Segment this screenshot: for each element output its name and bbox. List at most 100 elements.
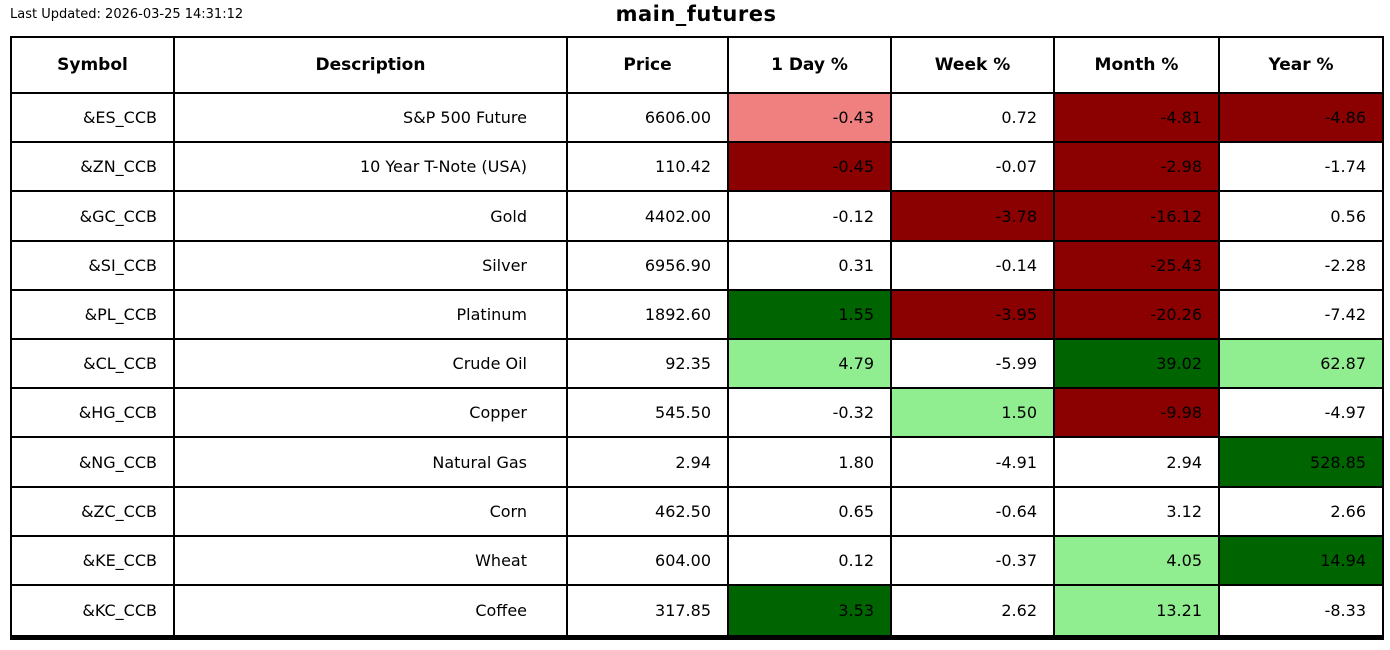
- year-pct-cell: 62.87: [1218, 338, 1384, 390]
- year-pct-cell: 14.94: [1218, 534, 1384, 587]
- year-pct-cell: -2.28: [1218, 239, 1384, 291]
- month-pct-cell: -9.98: [1053, 387, 1220, 439]
- description-cell: Corn: [173, 485, 568, 537]
- table-header: Symbol Description Price 1 Day % Week % …: [10, 36, 1384, 94]
- week-pct-cell: 2.62: [890, 584, 1055, 641]
- price-cell: 4402.00: [566, 190, 729, 242]
- 1day-pct-cell: -0.12: [727, 190, 892, 242]
- description-cell: Copper: [173, 387, 568, 439]
- 1day-pct-cell: -0.43: [727, 91, 892, 144]
- year-pct-cell: -7.42: [1218, 288, 1384, 341]
- table-row: &HG_CCB Copper 545.50 -0.32 1.50 -9.98 -4.97: [10, 387, 1384, 439]
- week-pct-cell: -3.78: [890, 190, 1055, 242]
- futures-table: Symbol Description Price 1 Day % Week % …: [10, 36, 1384, 641]
- price-cell: 604.00: [566, 534, 729, 587]
- symbol-cell: &ES_CCB: [10, 91, 175, 144]
- symbol-cell: &KC_CCB: [10, 584, 175, 641]
- 1day-pct-cell: -0.32: [727, 387, 892, 439]
- week-pct-cell: 1.50: [890, 387, 1055, 439]
- week-pct-cell: -4.91: [890, 436, 1055, 488]
- symbol-cell: &GC_CCB: [10, 190, 175, 242]
- table-row: &CL_CCB Crude Oil 92.35 4.79 -5.99 39.02 62.87: [10, 338, 1384, 390]
- header-row: Symbol Description Price 1 Day % Week % …: [10, 36, 1384, 94]
- table-row: &KE_CCB Wheat 604.00 0.12 -0.37 4.05 14.94: [10, 534, 1384, 587]
- 1day-pct-cell: 0.31: [727, 239, 892, 291]
- page-title: main_futures: [615, 2, 777, 26]
- month-pct-cell: -4.81: [1053, 91, 1220, 144]
- year-pct-cell: -4.97: [1218, 387, 1384, 439]
- month-pct-cell: 39.02: [1053, 338, 1220, 390]
- description-cell: Wheat: [173, 534, 568, 587]
- year-pct-cell: 2.66: [1218, 485, 1384, 537]
- week-pct-cell: 0.72: [890, 91, 1055, 144]
- price-cell: 2.94: [566, 436, 729, 488]
- week-pct-cell: -0.64: [890, 485, 1055, 537]
- table-row: &PL_CCB Platinum 1892.60 1.55 -3.95 -20.26 -7.…: [10, 288, 1384, 341]
- symbol-cell: &CL_CCB: [10, 338, 175, 390]
- price-cell: 462.50: [566, 485, 729, 537]
- year-pct-cell: 0.56: [1218, 190, 1384, 242]
- year-pct-cell: -1.74: [1218, 141, 1384, 193]
- month-pct-cell: -2.98: [1053, 141, 1220, 193]
- month-pct-cell: 13.21: [1053, 584, 1220, 641]
- price-cell: 6606.00: [566, 91, 729, 144]
- table-row: &NG_CCB Natural Gas 2.94 1.80 -4.91 2.94 528.8…: [10, 436, 1384, 488]
- symbol-cell: &SI_CCB: [10, 239, 175, 291]
- table-row: &GC_CCB Gold 4402.00 -0.12 -3.78 -16.12 0.56: [10, 190, 1384, 242]
- 1day-pct-cell: 4.79: [727, 338, 892, 390]
- 1day-pct-cell: -0.45: [727, 141, 892, 193]
- year-pct-cell: -8.33: [1218, 584, 1384, 641]
- week-pct-cell: -3.95: [890, 288, 1055, 341]
- table-row: &SI_CCB Silver 6956.90 0.31 -0.14 -25.43 -2.28: [10, 239, 1384, 291]
- symbol-cell: &NG_CCB: [10, 436, 175, 488]
- description-cell: Natural Gas: [173, 436, 568, 488]
- description-cell: Platinum: [173, 288, 568, 341]
- price-cell: 92.35: [566, 338, 729, 390]
- symbol-cell: &ZC_CCB: [10, 485, 175, 537]
- symbol-cell: &HG_CCB: [10, 387, 175, 439]
- column-header-symbol: Symbol: [10, 36, 175, 94]
- table-row: &ES_CCB S&P 500 Future 6606.00 -0.43 0.72 -4.…: [10, 91, 1384, 144]
- symbol-cell: &KE_CCB: [10, 534, 175, 587]
- table-row: &ZN_CCB 10 Year T-Note (USA) 110.42 -0.45 -0…: [10, 141, 1384, 193]
- column-header-week-pct: Week %: [890, 36, 1055, 94]
- 1day-pct-cell: 0.65: [727, 485, 892, 537]
- price-cell: 6956.90: [566, 239, 729, 291]
- week-pct-cell: -0.14: [890, 239, 1055, 291]
- year-pct-cell: -4.86: [1218, 91, 1384, 144]
- price-cell: 110.42: [566, 141, 729, 193]
- symbol-cell: &ZN_CCB: [10, 141, 175, 193]
- month-pct-cell: 4.05: [1053, 534, 1220, 587]
- column-header-month-pct: Month %: [1053, 36, 1220, 94]
- year-pct-cell: 528.85: [1218, 436, 1384, 488]
- description-cell: Coffee: [173, 584, 568, 641]
- month-pct-cell: 3.12: [1053, 485, 1220, 537]
- week-pct-cell: -5.99: [890, 338, 1055, 390]
- 1day-pct-cell: 1.55: [727, 288, 892, 341]
- month-pct-cell: -20.26: [1053, 288, 1220, 341]
- description-cell: Silver: [173, 239, 568, 291]
- column-header-description: Description: [173, 36, 568, 94]
- description-cell: Crude Oil: [173, 338, 568, 390]
- month-pct-cell: 2.94: [1053, 436, 1220, 488]
- 1day-pct-cell: 1.80: [727, 436, 892, 488]
- table-row: &ZC_CCB Corn 462.50 0.65 -0.64 3.12 2.66: [10, 485, 1384, 537]
- description-cell: S&P 500 Future: [173, 91, 568, 144]
- description-cell: Gold: [173, 190, 568, 242]
- column-header-year-pct: Year %: [1218, 36, 1384, 94]
- last-updated-timestamp: Last Updated: 2026-03-25 14:31:12: [10, 7, 244, 22]
- price-cell: 317.85: [566, 584, 729, 641]
- month-pct-cell: -16.12: [1053, 190, 1220, 242]
- description-cell: 10 Year T-Note (USA): [173, 141, 568, 193]
- column-header-price: Price: [566, 36, 729, 94]
- table-row: &KC_CCB Coffee 317.85 3.53 2.62 13.21 -8.33: [10, 584, 1384, 641]
- month-pct-cell: -25.43: [1053, 239, 1220, 291]
- price-cell: 1892.60: [566, 288, 729, 341]
- symbol-cell: &PL_CCB: [10, 288, 175, 341]
- 1day-pct-cell: 0.12: [727, 534, 892, 587]
- table-body: &ES_CCB S&P 500 Future 6606.00 -0.43 0.72 -4.…: [10, 91, 1384, 641]
- 1day-pct-cell: 3.53: [727, 584, 892, 641]
- week-pct-cell: -0.37: [890, 534, 1055, 587]
- price-cell: 545.50: [566, 387, 729, 439]
